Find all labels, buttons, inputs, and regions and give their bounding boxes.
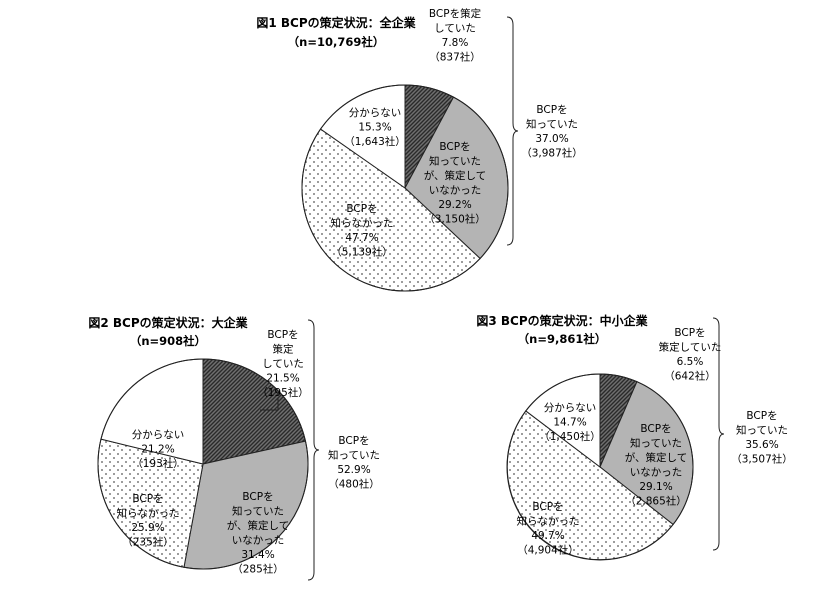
chart-2-subtitle: （n=908社）: [130, 334, 206, 348]
chart-3-bracket: BCPを知っていた 35.6%（3,507社）: [712, 317, 793, 551]
bracket-brace: [712, 317, 725, 551]
slice-label-formulated: BCPを策定していた 21.5%（195社）: [257, 329, 309, 399]
chart-1-title: 図1 BCPの策定状況：全企業: [256, 15, 416, 30]
bracket-label: BCPを知っていた 52.9%（480社）: [328, 435, 380, 491]
chart-3-title: 図3 BCPの策定状況：中小企業: [476, 313, 648, 328]
chart-3-slices: [506, 373, 694, 561]
chart-1-bracket: BCPを知っていた 37.0%（3,987社）: [506, 16, 583, 246]
pie-outline: [301, 84, 509, 292]
bracket-brace: [506, 16, 519, 246]
pie-outline: [506, 373, 694, 561]
chart-3-subtitle: （n=9,861社）: [518, 332, 607, 346]
slice-label-formulated: BCPを策定していた 6.5%（642社）: [659, 327, 722, 383]
chart-3: 図3 BCPの策定状況：中小企業 （n=9,861社） BCPを策定していた 6.…: [476, 313, 793, 561]
chart-2-bracket: BCPを知っていた 52.9%（480社）: [307, 319, 380, 581]
leader-line: [260, 398, 279, 411]
pie-outline: [97, 358, 309, 570]
slice-label-unknown: 分からない 14.7%（1,450社）: [539, 402, 601, 443]
chart-3-labels: BCPを策定していた 6.5%（642社） BCPを知っていたが、策定していなかった…: [517, 327, 722, 557]
slice-label-known_not: BCPを知っていたが、策定していなかった 29.2%（3,150社）: [424, 141, 486, 226]
slice-label-unknown: 分からない 21.2%（193社）: [132, 429, 185, 470]
chart-2-labels: BCPを策定していた 21.5%（195社） BCPを知っていたが、策定していなかっ…: [117, 329, 309, 576]
chart-1-subtitle: （n=10,769社）: [288, 35, 385, 49]
slice-label-unknown: 分からない 15.3%（1,643社）: [344, 107, 406, 148]
bracket-label: BCPを知っていた 37.0%（3,987社）: [521, 104, 583, 160]
chart-1-slices: [301, 84, 509, 292]
slice-label-not_known: BCPを知らなかった 25.9%（235社）: [117, 493, 180, 549]
bracket-label: BCPを知っていた 35.6%（3,507社）: [731, 410, 793, 466]
slice-label-known_not: BCPを知っていたが、策定していなかった 29.1%（2,865社）: [625, 423, 687, 508]
chart-2: 図2 BCPの策定状況：大企業 （n=908社） BCPを策定していた 21.5%…: [88, 315, 380, 581]
chart-2-slices: [97, 358, 309, 570]
chart-2-title: 図2 BCPの策定状況：大企業: [88, 315, 248, 330]
chart-1-labels: BCPを策定していた 7.8%（837社） BCPを知っていたが、策定していなかった…: [331, 7, 487, 259]
bracket-brace: [307, 319, 320, 581]
slice-label-known_not: BCPを知っていたが、策定していなかった 31.4%（285社）: [227, 491, 289, 576]
chart-1: 図1 BCPの策定状況：全企業 （n=10,769社） BCPを策定していた 7.…: [256, 7, 583, 292]
slice-label-not_known: BCPを知らなかった 49.7%（4,904社）: [517, 501, 580, 557]
slice-label-formulated: BCPを策定していた 7.8%（837社）: [429, 7, 482, 64]
slice-label-not_known: BCPを知らなかった 47.7%（5,139社）: [331, 203, 394, 259]
